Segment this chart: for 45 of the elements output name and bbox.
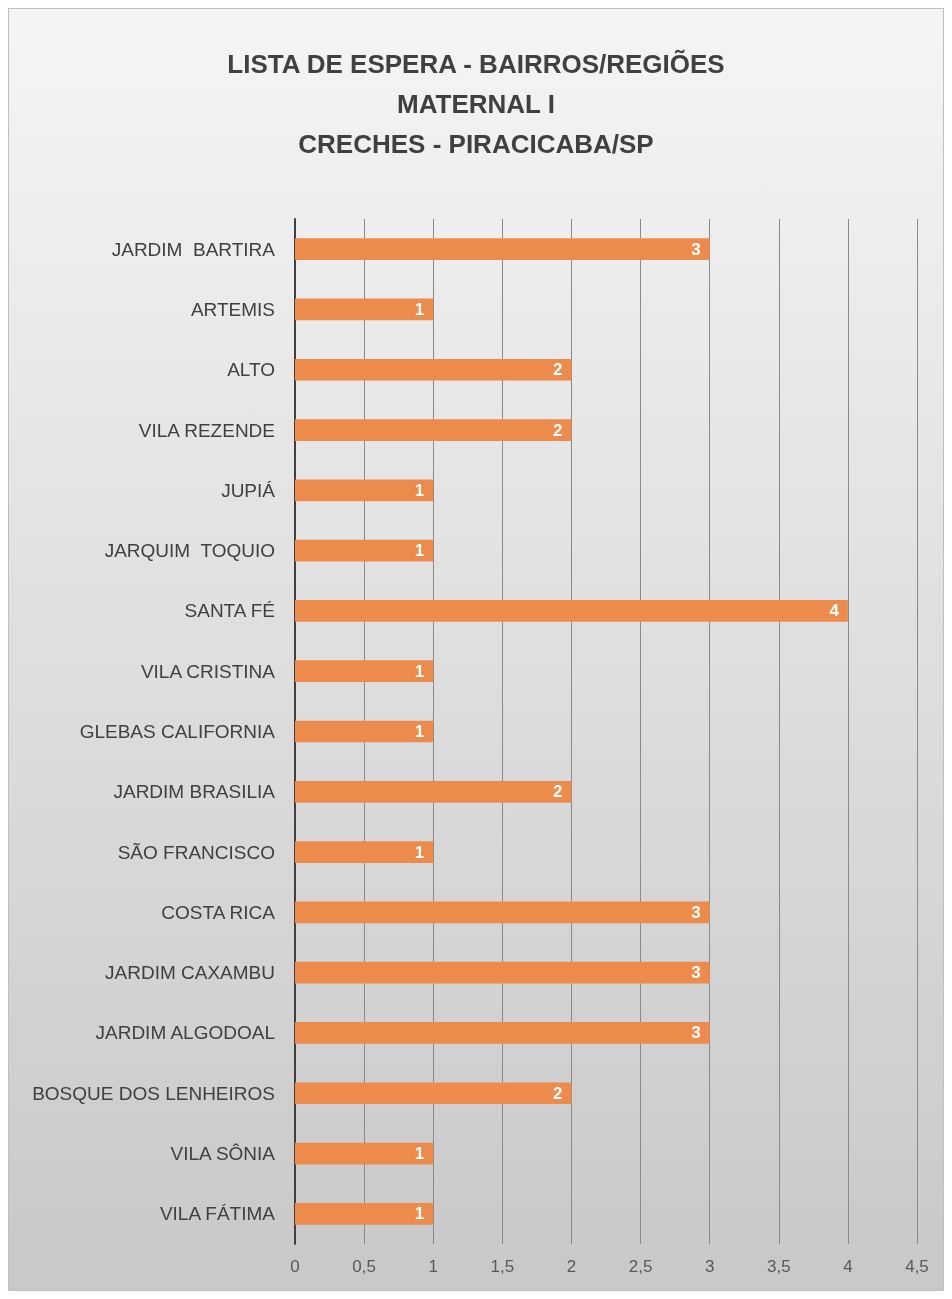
data-label: 4 bbox=[829, 601, 840, 621]
data-label: 2 bbox=[552, 420, 563, 440]
data-label: 1 bbox=[414, 1204, 425, 1224]
x-tick-label: 0,5 bbox=[352, 1257, 376, 1276]
x-tick-label: 2,5 bbox=[628, 1257, 653, 1276]
y-tick-label: JUPIÁ bbox=[221, 479, 276, 501]
y-tick-label: VILA REZENDE bbox=[138, 419, 275, 441]
x-tick-label: 4 bbox=[843, 1257, 853, 1276]
data-label: 1 bbox=[414, 1144, 425, 1164]
data-label: 3 bbox=[691, 1023, 701, 1043]
data-label: 3 bbox=[691, 902, 701, 922]
y-tick-label: ALTO bbox=[227, 359, 275, 381]
data-label: 2 bbox=[552, 1083, 563, 1103]
y-tick-label: VILA SÔNIA bbox=[170, 1143, 276, 1165]
y-tick-label: COSTA RICA bbox=[161, 901, 276, 923]
y-tick-label: ARTEMIS bbox=[190, 298, 275, 320]
x-tick-label: 1 bbox=[428, 1257, 438, 1276]
data-label: 1 bbox=[414, 541, 425, 561]
data-label: 1 bbox=[414, 661, 425, 681]
chart-title: LISTA DE ESPERA - BAIRROS/REGIÕES MATERNAL I CRECHES - PIRACICABA/SP bbox=[227, 49, 725, 159]
y-tick-label: BOSQUE DOS LENHEIROS bbox=[32, 1082, 275, 1104]
x-tick-label: 0 bbox=[290, 1257, 300, 1276]
x-tick-label: 2 bbox=[566, 1257, 577, 1276]
x-tick-label: 1,5 bbox=[490, 1257, 515, 1276]
x-tick-label: 3,5 bbox=[766, 1257, 791, 1276]
data-label: 1 bbox=[414, 722, 425, 741]
y-tick-label: JARQUIM TOQUIO bbox=[104, 540, 275, 562]
data-label: 3 bbox=[691, 963, 701, 983]
y-tick-label: VILA CRISTINA bbox=[140, 660, 276, 682]
data-label: 1 bbox=[414, 299, 425, 319]
y-tick-label: JARDIM BARTIRA bbox=[111, 238, 276, 260]
y-tick-label: SÃO FRANCISCO bbox=[117, 841, 275, 863]
data-label: 2 bbox=[552, 782, 563, 802]
y-tick-label: SANTA FÉ bbox=[184, 600, 275, 622]
y-tick-label: JARDIM BRASILIA bbox=[113, 781, 276, 803]
x-tick-label: 3 bbox=[704, 1257, 715, 1276]
x-tick-label: 4,5 bbox=[905, 1257, 929, 1276]
y-tick-label: JARDIM CAXAMBU bbox=[105, 962, 275, 984]
data-label: 2 bbox=[552, 360, 563, 380]
y-tick-label: GLEBAS CALIFORNIA bbox=[79, 721, 276, 742]
y-tick-label: VILA FÁTIMA bbox=[159, 1203, 276, 1225]
y-tick-label: JARDIM ALGODOAL bbox=[95, 1022, 275, 1044]
data-label: 3 bbox=[691, 239, 701, 259]
data-label: 1 bbox=[414, 480, 425, 500]
data-label: 1 bbox=[414, 842, 425, 862]
